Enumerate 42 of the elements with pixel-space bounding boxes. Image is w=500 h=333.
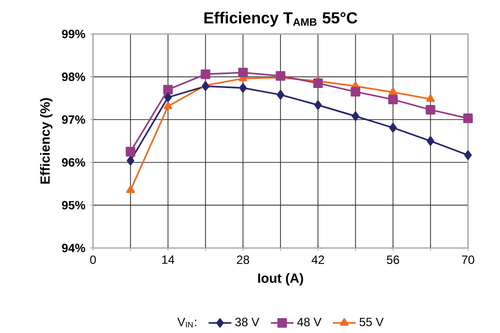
chart-title: Efficiency T$_{AMB}$ 55°C — [204, 12, 358, 26]
point — [426, 136, 434, 146]
legend-label: 55 V — [360, 318, 384, 326]
point — [202, 81, 210, 91]
point — [314, 100, 322, 110]
point — [426, 104, 436, 114]
point — [239, 82, 247, 93]
y-tick-label: 96% — [62, 158, 86, 166]
legend-title: V$_{IN}$: — [177, 318, 196, 328]
point — [352, 111, 360, 121]
point — [426, 94, 435, 102]
x-axis-title: Iout (A) — [258, 272, 304, 286]
point — [164, 101, 172, 109]
point — [200, 69, 210, 79]
point — [388, 94, 398, 104]
point — [164, 92, 172, 102]
point — [163, 84, 173, 94]
y-tick-label: 98% — [62, 72, 86, 81]
legend-label: 38 V — [235, 318, 260, 326]
y-axis-title: Efficiency (%) — [40, 98, 52, 184]
y-tick-label: 97% — [62, 115, 86, 124]
point — [389, 122, 397, 132]
point — [313, 78, 323, 88]
point — [126, 146, 136, 156]
x-tick-label: 0 — [90, 255, 96, 264]
point — [126, 156, 134, 166]
point — [463, 113, 473, 123]
x-tick-label: 42 — [312, 255, 324, 264]
point — [350, 86, 360, 96]
point — [276, 90, 284, 100]
point — [238, 68, 248, 78]
y-tick-label: 94% — [62, 244, 86, 252]
legend-label: 48 V — [297, 318, 322, 326]
x-tick-label: 70 — [462, 255, 474, 264]
x-tick-label: 14 — [162, 255, 174, 264]
x-tick-label: 28 — [236, 255, 250, 264]
point — [464, 150, 472, 160]
x-tick-label: 56 — [386, 255, 400, 264]
point — [388, 87, 398, 95]
y-tick-label: 99% — [62, 30, 86, 38]
point — [126, 185, 135, 193]
y-tick-label: 95% — [62, 200, 86, 210]
